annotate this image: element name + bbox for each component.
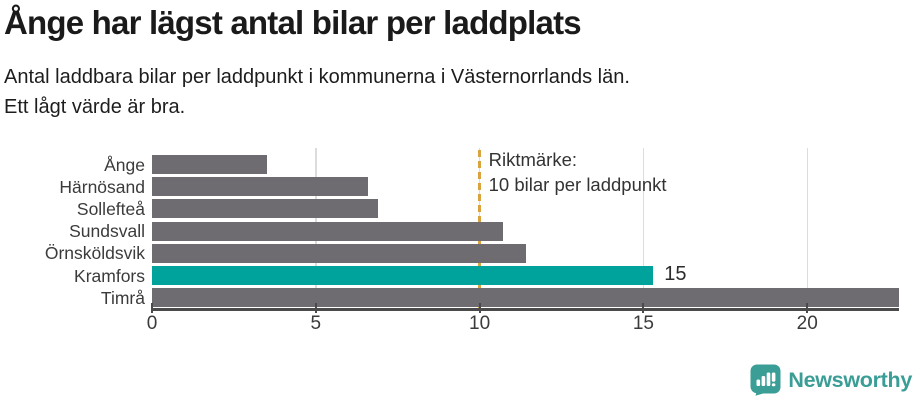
gridline-x-15	[642, 148, 645, 308]
bar-1	[152, 177, 369, 197]
plot-area: Riktmärke: 10 bilar per laddpunkt 15	[152, 148, 899, 308]
bar-value-label-5: 15	[664, 263, 687, 285]
logo-bar-small	[756, 379, 761, 386]
bar-6	[152, 288, 899, 308]
brand-name: Newsworthy	[788, 367, 912, 392]
logo-exclamation-dot	[772, 383, 776, 387]
bar-3	[152, 221, 503, 241]
x-tick-10	[478, 303, 481, 313]
y-axis-labels: Ånge Härnösand Sollefteå Sundsvall Örnskölds…	[0, 148, 145, 308]
logo-bar-large	[767, 372, 771, 386]
newsworthy-brand: Newsworthy	[750, 364, 912, 396]
x-tick-label-10: 10	[469, 313, 491, 334]
bar-2	[152, 199, 379, 219]
subtitle-line-2: Ett lågt värde är bra.	[4, 96, 186, 118]
category-label-5: Kramfors	[74, 265, 145, 286]
logo-bar-medium	[761, 376, 766, 386]
gridline-x-20	[806, 148, 808, 308]
x-tick-label-15: 15	[632, 313, 654, 334]
category-label-3: Sundsvall	[69, 221, 145, 242]
x-tick-20	[806, 303, 809, 313]
chart-subtitle: Antal laddbara bilar per laddpunkt i kom…	[4, 62, 630, 122]
category-label-4: Örnsköldsvik	[44, 243, 145, 264]
x-tick-label-0: 0	[146, 313, 158, 334]
bar-4	[152, 243, 526, 263]
bar-chart-speech-bubble-icon	[750, 364, 781, 396]
x-tick-label-20: 20	[796, 313, 818, 334]
x-tick-5	[314, 303, 317, 313]
guide-annotation-line-2: 10 bilar per laddpunkt	[488, 173, 667, 195]
bar-0	[152, 155, 267, 174]
guide-annotation-line-1: Riktmärke:	[488, 149, 578, 170]
guide-annotation: Riktmärke: 10 bilar per laddpunkt	[489, 148, 667, 197]
category-label-1: Härnösand	[59, 176, 145, 197]
logo-exclamation-stem	[772, 372, 776, 382]
x-axis-line	[151, 308, 899, 311]
subtitle-line-1: Antal laddbara bilar per laddpunkt i kom…	[4, 66, 630, 88]
x-tick-0	[151, 303, 153, 313]
chart-title: Ånge har lägst antal bilar per laddplats	[4, 4, 582, 41]
x-tick-label-5: 5	[310, 313, 322, 334]
category-label-6: Timrå	[100, 287, 145, 308]
bar-5	[152, 266, 654, 285]
category-label-2: Sollefteå	[76, 198, 145, 219]
category-label-0: Ånge	[104, 154, 145, 175]
x-tick-15	[642, 303, 645, 313]
